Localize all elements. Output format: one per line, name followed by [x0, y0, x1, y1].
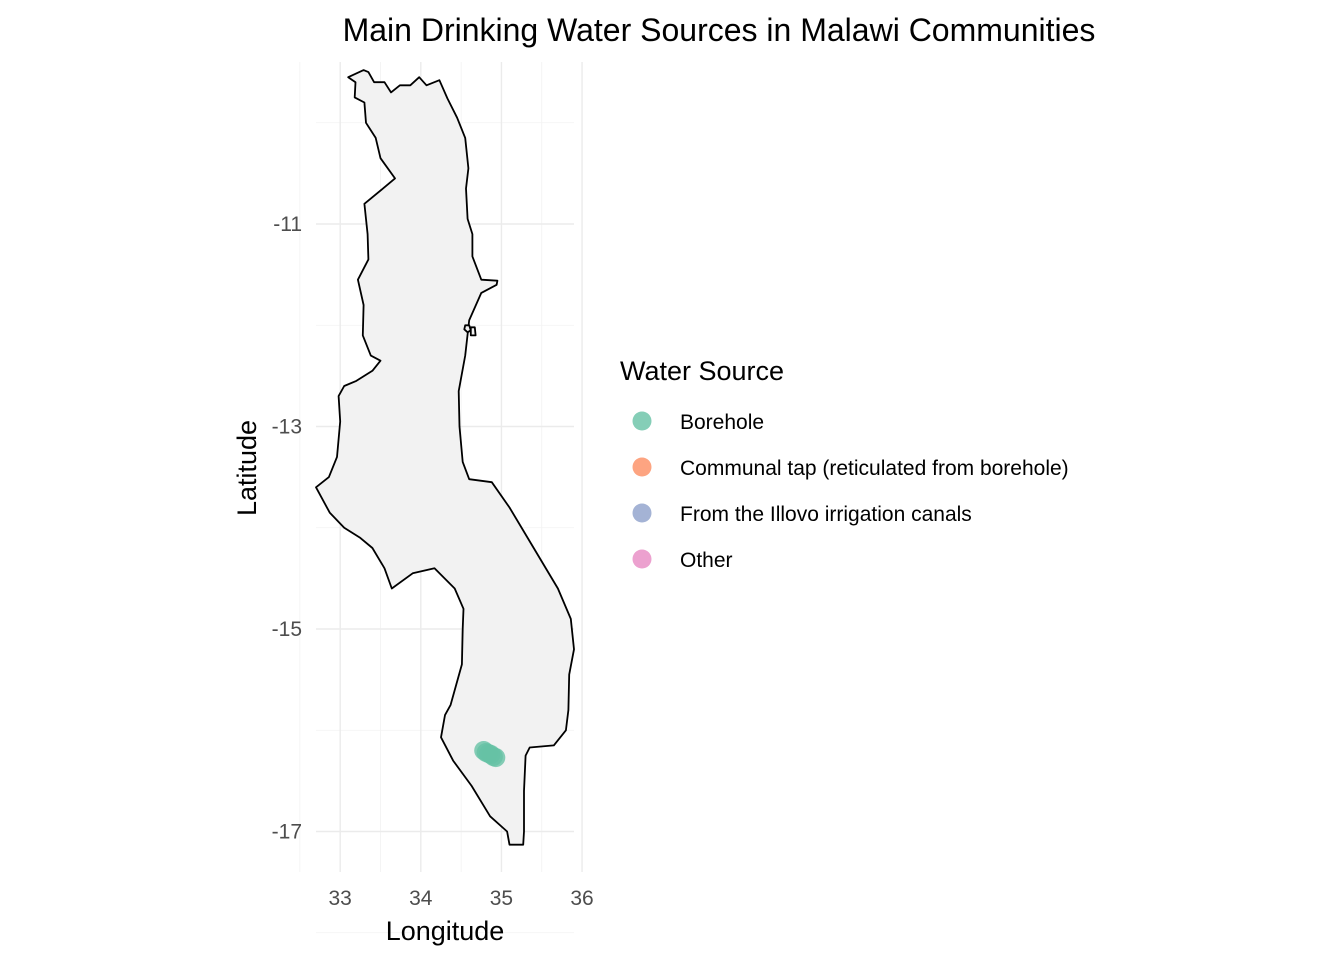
- legend-key-borehole: [632, 411, 652, 431]
- x-axis-title: Longitude: [386, 916, 505, 946]
- legend-item: Communal tap (reticulated from borehole): [632, 457, 1069, 480]
- legend-label: Communal tap (reticulated from borehole): [680, 457, 1069, 480]
- x-tick-label: 34: [409, 887, 433, 910]
- island-outline: [469, 326, 477, 337]
- x-tick-label: 36: [570, 887, 593, 910]
- data-points: [474, 741, 506, 768]
- legend-entries: Borehole Communal tap (reticulated from …: [632, 411, 1069, 572]
- y-tick-label: -17: [272, 821, 302, 844]
- legend-item: From the Illovo irrigation canals: [632, 503, 972, 526]
- legend-label: Other: [680, 549, 733, 572]
- legend: Water Source Borehole Communal tap (reti…: [620, 356, 1069, 572]
- island-outline: [463, 324, 472, 334]
- x-tick-label: 35: [490, 887, 513, 910]
- y-tick-label: -11: [273, 213, 302, 236]
- legend-item: Other: [632, 549, 733, 572]
- malawi-outline: [315, 69, 575, 846]
- legend-label: Borehole: [680, 411, 764, 434]
- y-axis-ticks: -11 -13 -15 -17: [272, 213, 302, 844]
- y-axis-title: Latitude: [232, 420, 262, 516]
- chart-title: Main Drinking Water Sources in Malawi Co…: [343, 12, 1096, 48]
- malawi-basemap: [315, 69, 575, 846]
- legend-label: From the Illovo irrigation canals: [680, 503, 972, 526]
- y-tick-label: -15: [272, 618, 302, 641]
- legend-title: Water Source: [620, 356, 784, 386]
- legend-key-other: [632, 549, 652, 569]
- x-axis-ticks: 33 34 35 36: [329, 887, 594, 910]
- legend-key-illovo-canals: [632, 503, 652, 523]
- y-tick-label: -13: [272, 416, 302, 439]
- data-point-borehole: [486, 748, 506, 768]
- legend-item: Borehole: [632, 411, 764, 434]
- x-tick-label: 33: [329, 887, 352, 910]
- legend-key-communal-tap: [632, 457, 652, 477]
